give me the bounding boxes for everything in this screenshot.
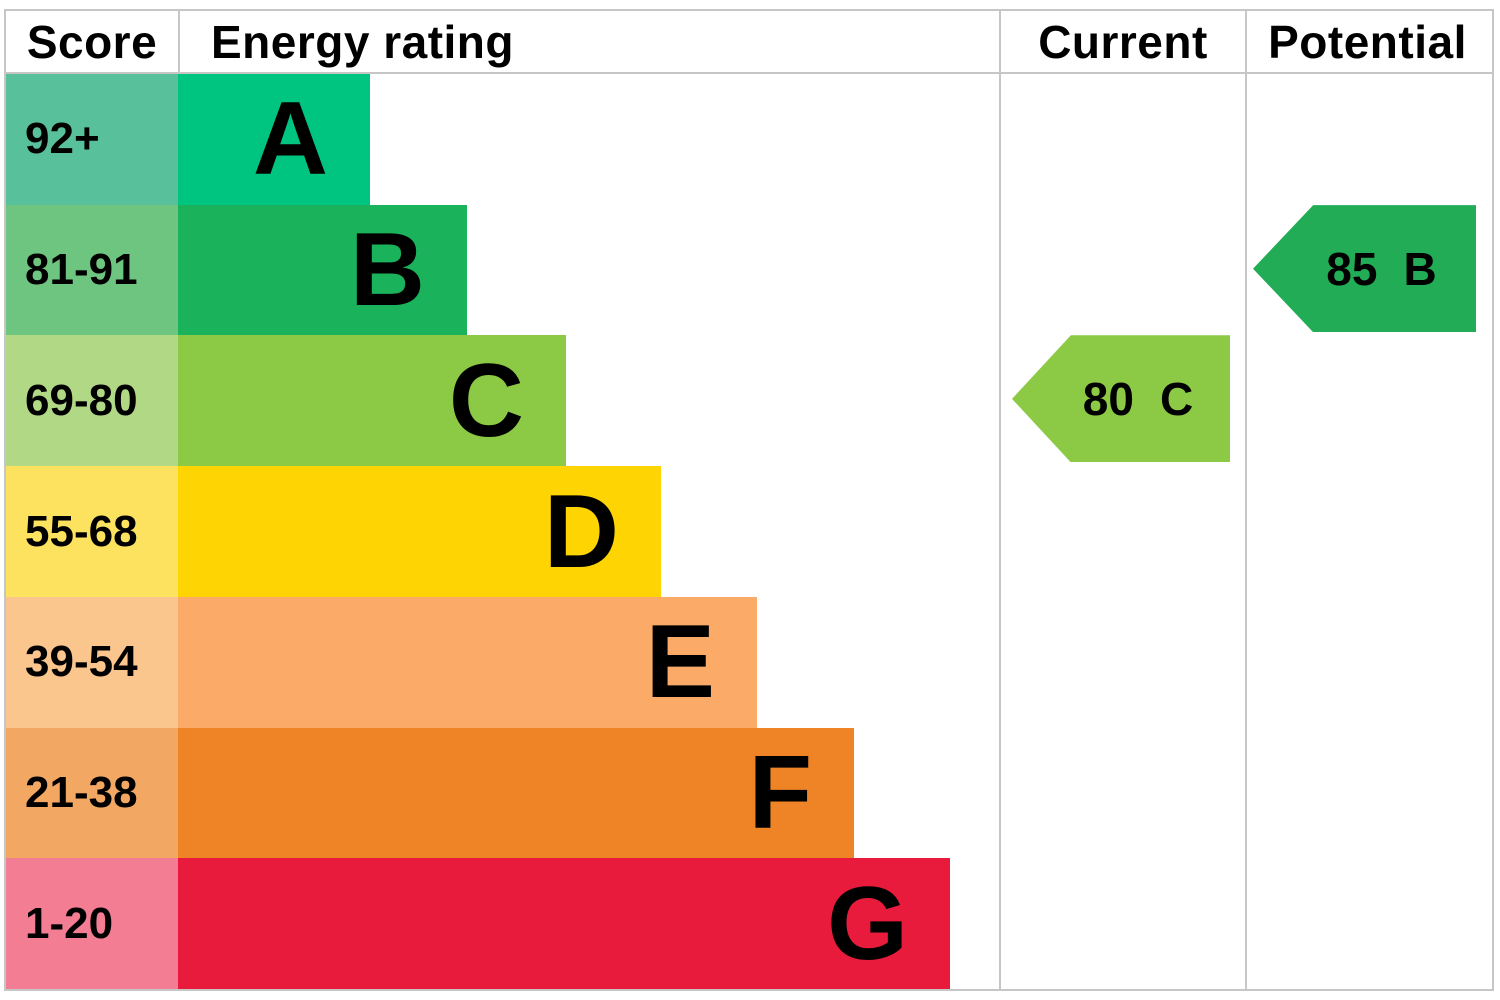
header-divider-line: [6, 72, 1492, 74]
score-column-divider: [178, 11, 180, 72]
header-score: Score: [26, 15, 158, 68]
rating-band-row: 39-54 E: [6, 596, 999, 728]
rating-band-row: 81-91 B: [6, 204, 999, 336]
rating-bands: 92+ A 81-91 B 69-80 C 55-68 D 39-54 E 21…: [6, 74, 999, 990]
rating-bar-b: B: [178, 204, 467, 336]
score-range-cell: 55-68: [6, 466, 178, 597]
rating-bar-a: A: [178, 74, 370, 205]
potential-column-divider: [1245, 11, 1247, 989]
score-range-cell: 69-80: [6, 335, 178, 467]
current-column-divider: [999, 11, 1001, 989]
score-range-cell: 81-91: [6, 204, 178, 336]
score-range-cell: 21-38: [6, 727, 178, 859]
potential-rating-value: 85: [1326, 242, 1378, 295]
score-range-cell: 92+: [6, 74, 178, 205]
header-energy-rating: Energy rating: [211, 15, 515, 68]
rating-bar-f: F: [178, 727, 854, 859]
potential-rating-arrow: 85 B: [1253, 205, 1476, 333]
rating-letter: C: [448, 342, 524, 459]
rating-letter: G: [827, 865, 908, 982]
rating-letter: E: [645, 604, 715, 721]
current-rating-value: 80: [1082, 372, 1134, 425]
potential-rating-letter: B: [1403, 242, 1437, 295]
rating-bar-e: E: [178, 596, 757, 728]
header-current: Current: [1038, 15, 1208, 68]
current-rating-arrow: 80 C: [1012, 335, 1230, 463]
rating-band-row: 92+ A: [6, 74, 999, 205]
header-potential: Potential: [1268, 15, 1467, 68]
chart-frame: Score Energy rating Current Potential 92…: [4, 9, 1494, 991]
rating-bar-c: C: [178, 335, 566, 467]
score-range-cell: 1-20: [6, 858, 178, 990]
rating-bar-g: G: [178, 858, 950, 990]
rating-letter: B: [349, 212, 425, 329]
rating-letter: D: [543, 473, 619, 590]
rating-letter: F: [748, 734, 812, 851]
rating-band-row: 69-80 C: [6, 335, 999, 467]
current-rating-letter: C: [1159, 372, 1194, 425]
rating-band-row: 1-20 G: [6, 858, 999, 990]
rating-bar-d: D: [178, 466, 661, 597]
rating-letter: A: [252, 81, 328, 198]
rating-band-row: 55-68 D: [6, 466, 999, 597]
rating-band-row: 21-38 F: [6, 727, 999, 859]
score-range-cell: 39-54: [6, 596, 178, 728]
